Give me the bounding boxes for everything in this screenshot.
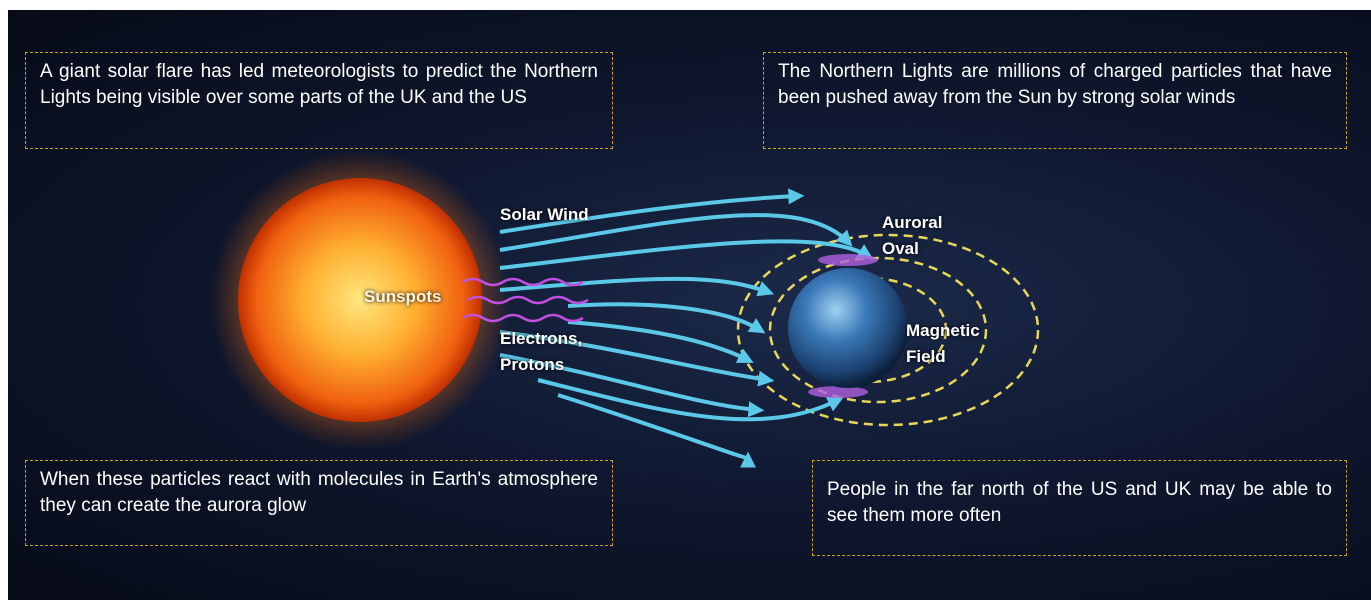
label: Auroral Oval — [882, 210, 952, 262]
label: Magnetic Field — [906, 318, 996, 370]
label: Solar Wind — [500, 202, 589, 228]
aurora-north — [818, 254, 878, 266]
earth — [788, 268, 908, 388]
infographic: A giant solar flare has led meteorologis… — [8, 10, 1371, 600]
sun — [238, 178, 482, 422]
info-box: A giant solar flare has led meteorologis… — [25, 52, 613, 149]
label: Electrons, Protons — [500, 326, 610, 378]
info-box: The Northern Lights are millions of char… — [763, 52, 1347, 149]
page: A giant solar flare has led meteorologis… — [0, 0, 1371, 605]
aurora-south — [808, 386, 868, 398]
label: Sunspots — [364, 284, 441, 310]
info-box: People in the far north of the US and UK… — [812, 460, 1347, 556]
info-box: When these particles react with molecule… — [25, 460, 613, 546]
